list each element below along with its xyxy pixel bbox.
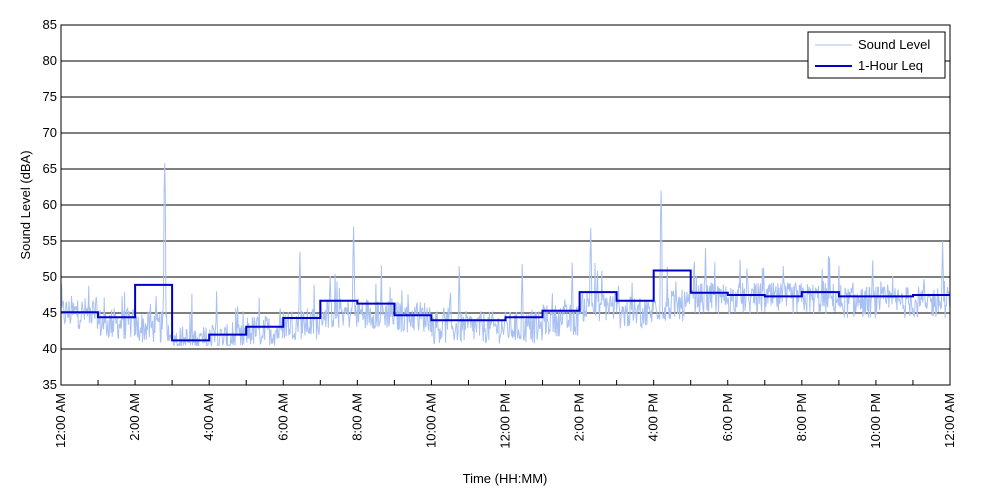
x-tick-label: 6:00 AM (275, 393, 290, 441)
leq-step-line (61, 269, 950, 342)
legend: Sound Level 1-Hour Leq (807, 31, 946, 79)
y-axis: 35 40 45 50 55 60 65 70 75 80 85 (43, 17, 57, 392)
legend-label-sound-level: Sound Level (858, 37, 930, 52)
y-tick-label: 35 (43, 377, 57, 392)
y-tick-label: 75 (43, 89, 57, 104)
x-tick-label: 4:00 AM (201, 393, 216, 441)
y-tick-label: 85 (43, 17, 57, 32)
x-tick-label: 6:00 PM (720, 393, 735, 441)
x-tick-label: 10:00 AM (423, 393, 438, 448)
x-tick-label: 2:00 PM (572, 393, 587, 441)
y-tick-label: 50 (43, 269, 57, 284)
series-1-hour-leq (61, 269, 950, 342)
x-tick-label: 12:00 AM (53, 393, 68, 448)
x-tick-label: 12:00 PM (498, 393, 513, 449)
y-axis-label: Sound Level (dBA) (18, 150, 33, 259)
x-tick-label: 12:00 AM (942, 393, 957, 448)
y-tick-label: 55 (43, 233, 57, 248)
x-tick-label: 8:00 PM (794, 393, 809, 441)
x-tick-label: 2:00 AM (127, 393, 142, 441)
x-tick-label: 8:00 AM (349, 393, 364, 441)
y-tick-label: 80 (43, 53, 57, 68)
y-tick-label: 40 (43, 341, 57, 356)
y-tick-label: 70 (43, 125, 57, 140)
y-tick-label: 45 (43, 305, 57, 320)
x-axis-label: Time (HH:MM) (463, 471, 548, 486)
legend-box (807, 31, 946, 79)
x-tick-label: 10:00 PM (868, 393, 883, 449)
x-tick-label: 4:00 PM (646, 393, 661, 441)
x-axis: 12:00 AM 2:00 AM 4:00 AM 6:00 AM 8:00 AM 10:0… (53, 380, 957, 449)
y-tick-label: 60 (43, 197, 57, 212)
legend-label-leq: 1-Hour Leq (858, 58, 923, 73)
y-tick-label: 65 (43, 161, 57, 176)
